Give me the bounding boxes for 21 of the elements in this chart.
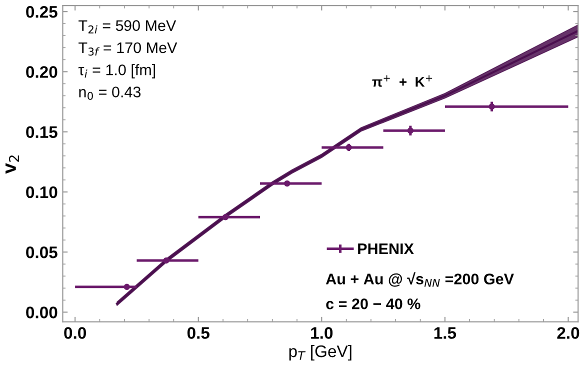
annotation: π$^{+}$ + K$^{+}$ [372, 75, 432, 87]
y-tick-label: 0.10 [26, 186, 58, 198]
y-tick-label: 0.20 [26, 66, 58, 78]
annotation: c = 20 − 40 % [326, 298, 420, 310]
x-tick-label: 0.0 [64, 327, 86, 339]
annotation: Au + Au @ √s$_{NN}$ =200 GeV [326, 272, 514, 287]
y-tick-label: 0.15 [26, 126, 58, 138]
legend-label: PHENIX [358, 244, 414, 254]
y-tick-label: 0.05 [26, 246, 58, 258]
x-tick-label: 2.0 [557, 327, 580, 339]
x-tick-label: 1.0 [311, 327, 333, 339]
y-tick-label: 0.00 [26, 306, 58, 318]
annotation: T$_{3f}$ = 170 MeV [78, 42, 178, 56]
y-tick-label: 0.25 [26, 6, 58, 18]
annotation: τ$_{i}$ = 1.0 [fm] [78, 64, 156, 78]
x-tick-label: 1.5 [434, 327, 456, 339]
x-axis-title: p$_{T}$ [GeV] [289, 344, 352, 360]
y-axis-title: v$_{2}$ [6, 155, 20, 174]
annotation: n$_{0}$ = 0.43 [79, 86, 141, 100]
annotation: T$_{2i}$ = 590 MeV [78, 20, 176, 34]
x-tick-label: 0.5 [187, 327, 210, 339]
